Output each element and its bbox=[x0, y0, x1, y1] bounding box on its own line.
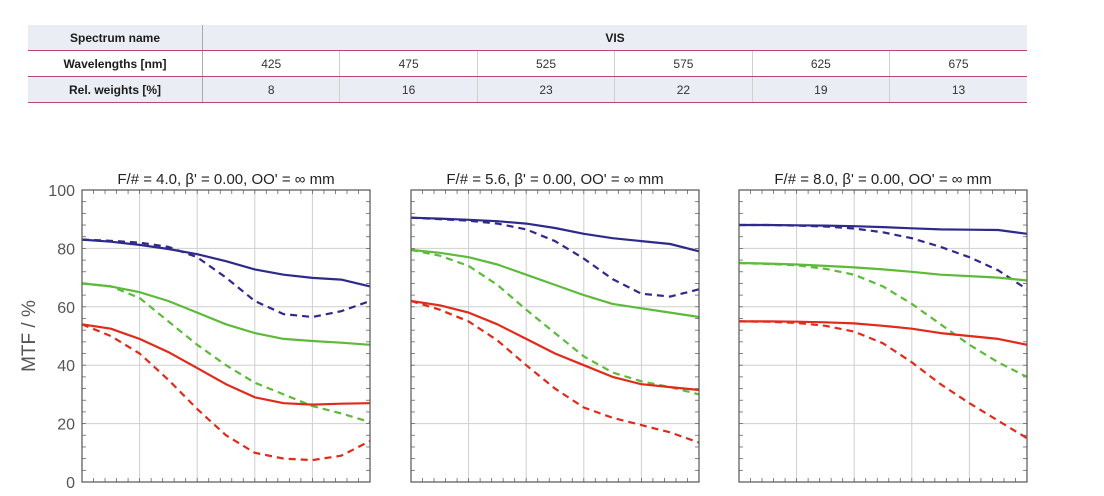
series-line bbox=[738, 261, 1028, 282]
wavelengths-label: Wavelengths [nm] bbox=[28, 50, 203, 77]
weights-label: Rel. weights [%] bbox=[28, 76, 203, 103]
wavelength-cell: 425 bbox=[202, 50, 340, 77]
series-line bbox=[81, 238, 371, 319]
series-line bbox=[81, 323, 371, 462]
mtf-charts: F/# = 4.0, β' = 0.00, OO' = ∞ mm 0 20 40 60 8… bbox=[19, 171, 1028, 492]
y-axis-label: MTF / % bbox=[19, 300, 40, 372]
y-tick-label: 60 bbox=[57, 300, 75, 317]
series-line bbox=[738, 261, 1028, 378]
chart-title: F/# = 4.0, β' = 0.00, OO' = ∞ mm bbox=[117, 171, 334, 188]
series-line bbox=[410, 299, 700, 392]
spectrum-name-row: Spectrum name VIS bbox=[28, 25, 1027, 51]
series-line bbox=[410, 299, 700, 444]
spectrum-name-label: Spectrum name bbox=[28, 25, 203, 51]
y-tick-label: 20 bbox=[57, 417, 75, 434]
y-tick-label: 100 bbox=[48, 183, 75, 200]
series-line bbox=[81, 282, 371, 424]
wavelengths-row: Wavelengths [nm] 425 475 525 575 625 675 bbox=[28, 50, 1027, 77]
series-line bbox=[81, 282, 371, 346]
series-line bbox=[738, 320, 1028, 440]
y-tick-label: 0 bbox=[66, 475, 75, 492]
wavelength-cell: 575 bbox=[614, 50, 753, 77]
series-line bbox=[410, 216, 700, 253]
series-line bbox=[410, 248, 700, 396]
spectrum-name-value: VIS bbox=[202, 25, 1027, 51]
series-line bbox=[410, 248, 700, 319]
chart-title: F/# = 5.6, β' = 0.00, OO' = ∞ mm bbox=[446, 171, 663, 188]
y-tick-label: 40 bbox=[57, 358, 75, 375]
series-line bbox=[410, 216, 700, 298]
plot-frame bbox=[410, 189, 700, 483]
series-line bbox=[739, 320, 1028, 346]
weight-cell: 8 bbox=[202, 76, 340, 103]
weight-cell: 23 bbox=[476, 76, 615, 103]
weight-cell: 13 bbox=[889, 76, 1027, 103]
plot-frame bbox=[738, 189, 1028, 483]
series-line bbox=[81, 323, 371, 406]
wavelength-cell: 625 bbox=[751, 50, 890, 77]
series-line bbox=[739, 223, 1028, 235]
wavelength-cell: 475 bbox=[339, 50, 478, 77]
weight-cell: 16 bbox=[339, 76, 478, 103]
plot-frame bbox=[81, 189, 371, 483]
wavelength-cell: 525 bbox=[476, 50, 615, 77]
weights-row: Rel. weights [%] 8 16 23 22 19 13 bbox=[28, 76, 1027, 103]
weight-cell: 22 bbox=[614, 76, 753, 103]
y-tick-label: 80 bbox=[57, 241, 75, 258]
series-line bbox=[739, 223, 1028, 291]
weight-cell: 19 bbox=[751, 76, 890, 103]
series-line bbox=[81, 238, 371, 288]
spectrum-table: Spectrum name VIS Wavelengths [nm] 425 4… bbox=[28, 25, 1027, 103]
wavelength-cell: 675 bbox=[889, 50, 1027, 77]
chart-title: F/# = 8.0, β' = 0.00, OO' = ∞ mm bbox=[774, 171, 991, 188]
